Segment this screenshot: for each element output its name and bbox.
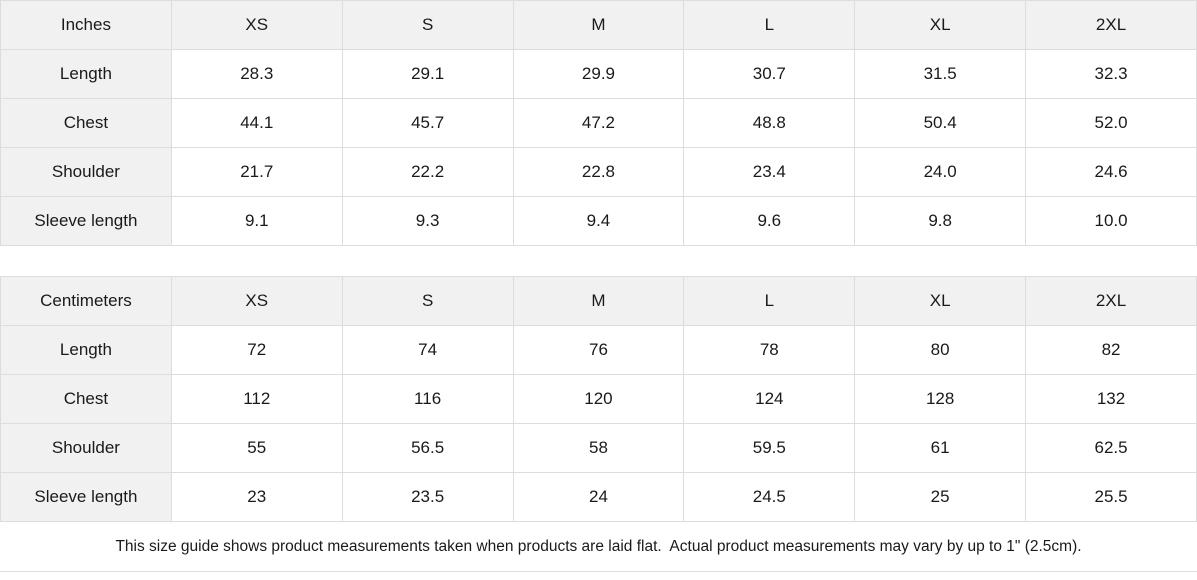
unit-header-cell: Inches <box>0 0 172 50</box>
measurement-value-cell: 10.0 <box>1025 196 1197 246</box>
measurement-row: Length 28.3 29.1 29.9 30.7 31.5 32.3 <box>0 49 1197 99</box>
measurement-row: Shoulder 21.7 22.2 22.8 23.4 24.0 24.6 <box>0 147 1197 197</box>
measurement-value-cell: 22.2 <box>341 147 514 197</box>
size-header-cell: XL <box>854 276 1027 326</box>
table-spacer <box>0 246 1197 276</box>
measurement-value-cell: 28.3 <box>170 49 343 99</box>
unit-header-cell: Centimeters <box>0 276 172 326</box>
measurement-row: Chest 112 116 120 124 128 132 <box>0 374 1197 424</box>
measurement-value-cell: 25 <box>854 472 1027 522</box>
measurement-value-cell: 30.7 <box>683 49 856 99</box>
measurement-value-cell: 76 <box>512 325 685 375</box>
measurement-value-cell: 120 <box>512 374 685 424</box>
measurement-value-cell: 48.8 <box>683 98 856 148</box>
measurement-value-cell: 9.3 <box>341 196 514 246</box>
measurement-value-cell: 47.2 <box>512 98 685 148</box>
measurement-value-cell: 78 <box>683 325 856 375</box>
measurement-value-cell: 29.1 <box>341 49 514 99</box>
measurement-value-cell: 31.5 <box>854 49 1027 99</box>
measurement-value-cell: 9.4 <box>512 196 685 246</box>
measurement-label-cell: Chest <box>0 374 172 424</box>
measurement-value-cell: 25.5 <box>1025 472 1197 522</box>
size-header-row: Inches XS S M L XL 2XL <box>0 0 1197 50</box>
measurement-value-cell: 82 <box>1025 325 1197 375</box>
measurement-value-cell: 9.8 <box>854 196 1027 246</box>
measurement-row: Chest 44.1 45.7 47.2 48.8 50.4 52.0 <box>0 98 1197 148</box>
measurement-value-cell: 128 <box>854 374 1027 424</box>
size-header-cell: 2XL <box>1025 0 1197 50</box>
centimeters-table: Centimeters XS S M L XL 2XL Length 72 74 76 78 80 82 C… <box>0 276 1197 522</box>
measurement-value-cell: 59.5 <box>683 423 856 473</box>
inches-table: Inches XS S M L XL 2XL Length 28.3 29.1 29.9 30.7 31… <box>0 0 1197 246</box>
size-guide-note: This size guide shows product measuremen… <box>0 522 1197 572</box>
measurement-value-cell: 80 <box>854 325 1027 375</box>
measurement-value-cell: 52.0 <box>1025 98 1197 148</box>
measurement-value-cell: 29.9 <box>512 49 685 99</box>
measurement-value-cell: 24.6 <box>1025 147 1197 197</box>
measurement-row: Sleeve length 9.1 9.3 9.4 9.6 9.8 10.0 <box>0 196 1197 246</box>
measurement-value-cell: 24 <box>512 472 685 522</box>
measurement-label-cell: Shoulder <box>0 147 172 197</box>
size-header-cell: 2XL <box>1025 276 1197 326</box>
measurement-value-cell: 61 <box>854 423 1027 473</box>
size-header-cell: L <box>683 0 856 50</box>
size-header-row: Centimeters XS S M L XL 2XL <box>0 276 1197 326</box>
measurement-value-cell: 58 <box>512 423 685 473</box>
size-header-cell: XS <box>170 276 343 326</box>
measurement-value-cell: 116 <box>341 374 514 424</box>
measurement-value-cell: 23.5 <box>341 472 514 522</box>
measurement-value-cell: 55 <box>170 423 343 473</box>
measurement-value-cell: 132 <box>1025 374 1197 424</box>
measurement-value-cell: 112 <box>170 374 343 424</box>
measurement-value-cell: 45.7 <box>341 98 514 148</box>
measurement-value-cell: 21.7 <box>170 147 343 197</box>
measurement-value-cell: 24.0 <box>854 147 1027 197</box>
measurement-value-cell: 124 <box>683 374 856 424</box>
measurement-label-cell: Length <box>0 325 172 375</box>
measurement-label-cell: Length <box>0 49 172 99</box>
measurement-row: Shoulder 55 56.5 58 59.5 61 62.5 <box>0 423 1197 473</box>
measurement-value-cell: 56.5 <box>341 423 514 473</box>
measurement-value-cell: 44.1 <box>170 98 343 148</box>
measurement-value-cell: 23.4 <box>683 147 856 197</box>
measurement-value-cell: 23 <box>170 472 343 522</box>
measurement-value-cell: 9.6 <box>683 196 856 246</box>
measurement-label-cell: Chest <box>0 98 172 148</box>
measurement-label-cell: Sleeve length <box>0 472 172 522</box>
measurement-value-cell: 62.5 <box>1025 423 1197 473</box>
size-header-cell: S <box>341 276 514 326</box>
measurement-value-cell: 72 <box>170 325 343 375</box>
size-header-cell: M <box>512 0 685 50</box>
measurement-row: Length 72 74 76 78 80 82 <box>0 325 1197 375</box>
measurement-value-cell: 22.8 <box>512 147 685 197</box>
measurement-row: Sleeve length 23 23.5 24 24.5 25 25.5 <box>0 472 1197 522</box>
size-header-cell: M <box>512 276 685 326</box>
measurement-label-cell: Shoulder <box>0 423 172 473</box>
measurement-label-cell: Sleeve length <box>0 196 172 246</box>
measurement-value-cell: 24.5 <box>683 472 856 522</box>
size-header-cell: XL <box>854 0 1027 50</box>
measurement-value-cell: 50.4 <box>854 98 1027 148</box>
measurement-value-cell: 32.3 <box>1025 49 1197 99</box>
size-header-cell: L <box>683 276 856 326</box>
measurement-value-cell: 9.1 <box>170 196 343 246</box>
measurement-value-cell: 74 <box>341 325 514 375</box>
size-header-cell: S <box>341 0 514 50</box>
size-header-cell: XS <box>170 0 343 50</box>
